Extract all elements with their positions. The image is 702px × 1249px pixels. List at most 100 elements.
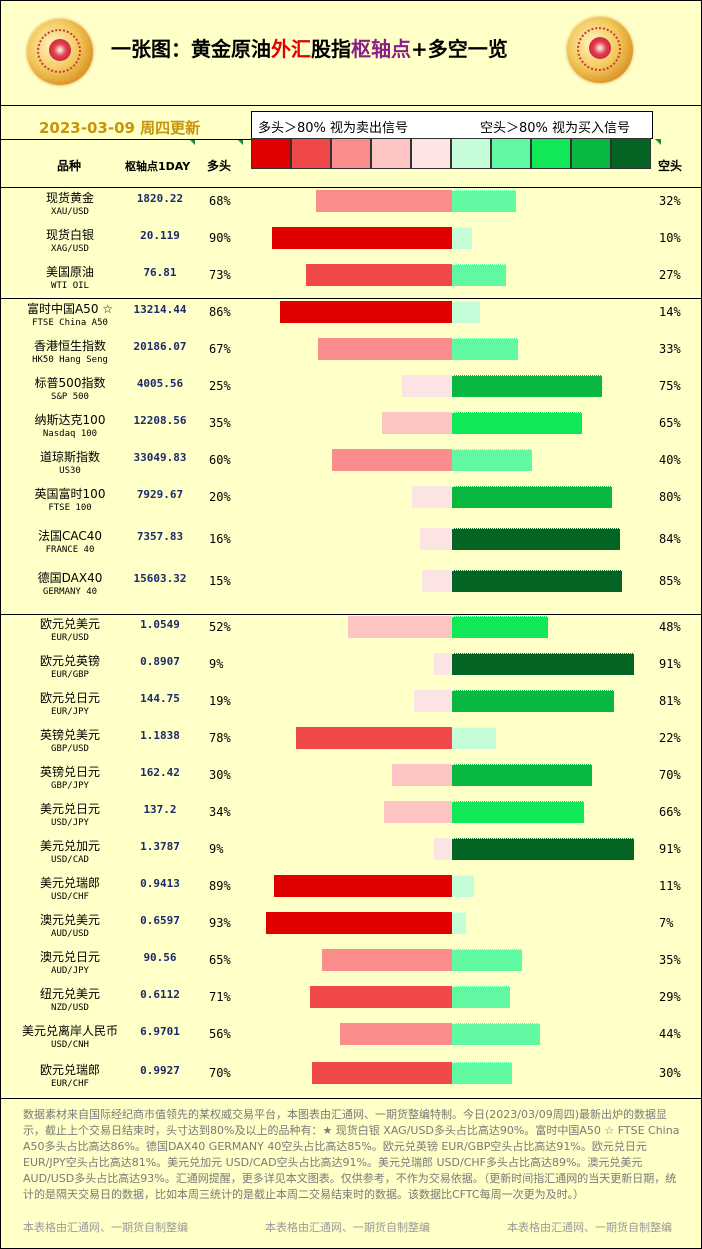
page-title: 一张图：黄金原油外汇股指枢轴点+多空一览: [111, 37, 508, 61]
long-bar: [266, 912, 452, 934]
row-name-cn: 欧元兑日元: [39, 691, 100, 705]
short-bar: [452, 190, 516, 212]
long-bar: [422, 570, 452, 592]
row-name-en: EUR/USD: [51, 633, 89, 643]
row-name: 道琼斯指数 US30: [15, 450, 125, 478]
short-bar: [452, 264, 506, 286]
legend-long-signal: 多头＞80% 视为卖出信号: [258, 121, 409, 136]
short-bar: [452, 570, 622, 592]
row-pivot: 0.9927: [140, 1064, 180, 1077]
row-pivot: 1.3787: [140, 840, 180, 853]
row-pivot: 7929.67: [136, 488, 184, 501]
row-pivot: 1820.22: [136, 192, 184, 205]
row-short-pct: 14%: [659, 305, 681, 319]
row-pivot: 1.1838: [140, 729, 180, 742]
row-name-cn: 现货黄金: [45, 191, 94, 205]
row-pivot: 20186.07: [133, 340, 187, 353]
row-name-cn: 英国富时100: [34, 487, 106, 501]
credit-center: 本表格由汇通网、一期货自制整编: [265, 1221, 430, 1234]
row-name: 富时中国A50 ☆ FTSE China A50: [15, 302, 125, 330]
short-bar: [452, 690, 614, 712]
short-bar: [452, 912, 466, 934]
short-bar: [452, 375, 602, 397]
row-name-en: USD/CAD: [51, 855, 89, 865]
row-name: 德国DAX40 GERMANY 40: [15, 571, 125, 599]
row-name: 澳元兑日元 AUD/JPY: [15, 950, 125, 978]
row-name: 纽元兑美元 NZD/USD: [15, 987, 125, 1015]
row-name: 英镑兑美元 GBP/USD: [15, 728, 125, 756]
long-bar: [348, 616, 452, 638]
row-name-en: EUR/CHF: [51, 1079, 89, 1089]
long-bar: [322, 949, 452, 971]
row-name-cn: 美国原油: [45, 265, 94, 279]
row-pivot: 6.9701: [140, 1025, 180, 1038]
row-name: 法国CAC40 FRANCE 40: [15, 529, 125, 557]
long-bar: [384, 801, 452, 823]
row-name: 欧元兑美元 EUR/USD: [15, 617, 125, 645]
row-short-pct: 91%: [659, 657, 681, 671]
row-pivot: 0.9413: [140, 877, 180, 890]
row-name-en: XAG/USD: [51, 244, 89, 254]
row-pivot: 15603.32: [133, 572, 187, 585]
credit-left: 本表格由汇通网、一期货自制整编: [23, 1221, 188, 1234]
row-long-pct: 56%: [209, 1027, 231, 1041]
row-name-en: USD/CNH: [51, 1040, 89, 1050]
row-short-pct: 29%: [659, 990, 681, 1004]
row-long-pct: 67%: [209, 342, 231, 356]
row-long-pct: 78%: [209, 731, 231, 745]
row-long-pct: 30%: [209, 768, 231, 782]
row-name-cn: 标普500指数: [34, 376, 106, 390]
row-long-pct: 89%: [209, 879, 231, 893]
row-short-pct: 40%: [659, 453, 681, 467]
row-long-pct: 90%: [209, 231, 231, 245]
row-long-pct: 25%: [209, 379, 231, 393]
short-bar: [452, 528, 620, 550]
long-bar: [318, 338, 452, 360]
logo-left-icon: [27, 19, 93, 85]
row-short-pct: 66%: [659, 805, 681, 819]
short-bar: [452, 949, 522, 971]
color-swatch: [611, 138, 651, 169]
row-name-en: EUR/GBP: [51, 670, 89, 680]
row-name-en: USD/CHF: [51, 892, 89, 902]
col-header-name: 品种: [57, 159, 82, 173]
row-name-cn: 澳元兑美元: [39, 913, 100, 927]
row-pivot: 20.119: [140, 229, 180, 242]
color-swatch: [491, 138, 531, 169]
row-name-en: Nasdaq 100: [42, 429, 98, 439]
row-name-en: FTSE China A50: [32, 318, 108, 328]
long-bar: [296, 727, 452, 749]
row-short-pct: 70%: [659, 768, 681, 782]
row-long-pct: 16%: [209, 532, 231, 546]
short-bar: [452, 986, 510, 1008]
row-pivot: 144.75: [140, 692, 180, 705]
row-name: 英镑兑日元 GBP/JPY: [15, 765, 125, 793]
row-name-cn: 澳元兑日元: [39, 950, 100, 964]
col-header-long: 多头: [207, 159, 232, 173]
row-name: 欧元兑英镑 EUR/GBP: [15, 654, 125, 682]
short-bar: [452, 338, 518, 360]
row-pivot: 7357.83: [136, 530, 184, 543]
color-swatch: [411, 138, 451, 169]
row-pivot: 33049.83: [133, 451, 187, 464]
row-name-cn: 香港恒生指数: [33, 339, 106, 353]
row-short-pct: 7%: [659, 916, 674, 930]
row-name: 美国原油 WTI OIL: [15, 265, 125, 293]
row-short-pct: 85%: [659, 574, 681, 588]
row-pivot: 90.56: [143, 951, 177, 964]
row-pivot: 0.6112: [140, 988, 180, 1001]
short-bar: [452, 1023, 540, 1045]
short-bar: [452, 1062, 512, 1084]
row-pivot: 13214.44: [133, 303, 187, 316]
row-name-en: AUD/JPY: [51, 966, 89, 976]
row-short-pct: 32%: [659, 194, 681, 208]
short-bar: [452, 875, 474, 897]
row-name: 澳元兑美元 AUD/USD: [15, 913, 125, 941]
row-name-en: EUR/JPY: [51, 707, 89, 717]
long-bar: [402, 375, 452, 397]
color-swatch: [251, 138, 291, 169]
row-name-cn: 德国DAX40: [37, 571, 103, 585]
long-bar: [392, 764, 452, 786]
row-name-cn: 美元兑日元: [39, 802, 100, 816]
row-name: 现货黄金 XAU/USD: [15, 191, 125, 219]
